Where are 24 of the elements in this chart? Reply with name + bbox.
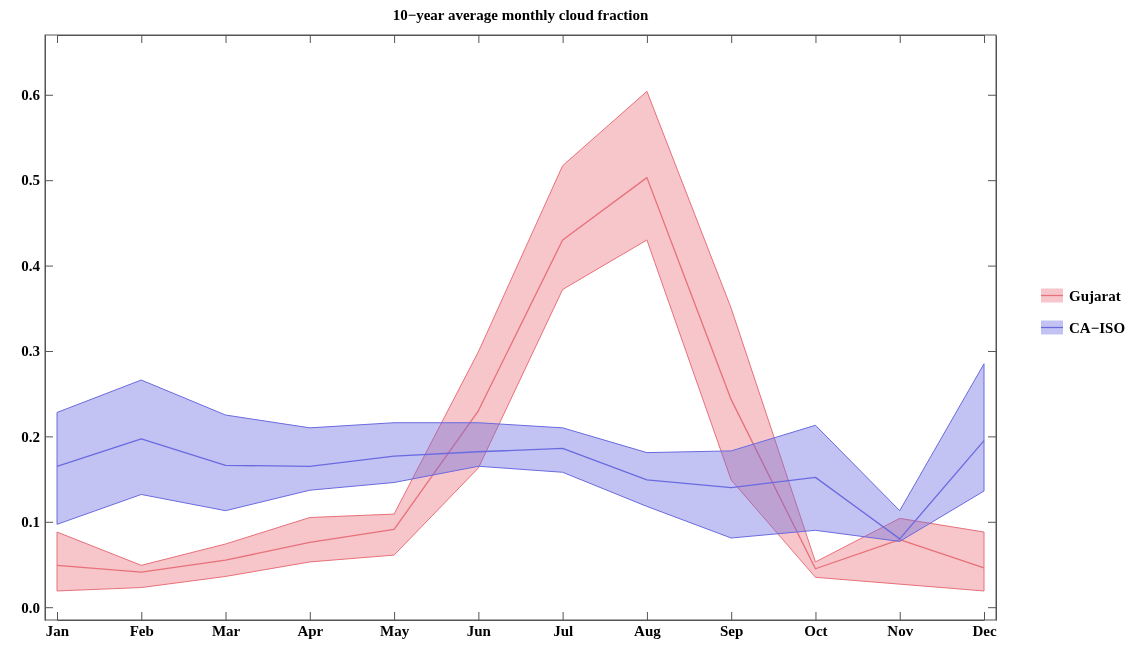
y-tick-label: 0.1 xyxy=(21,514,40,531)
x-tick-label: Oct xyxy=(804,622,828,639)
legend-label: CA−ISO xyxy=(1069,319,1126,336)
y-tick-label: 0.4 xyxy=(21,257,41,274)
x-tick-label: Feb xyxy=(129,622,154,639)
x-tick-label: Jul xyxy=(553,622,574,639)
x-tick-label: Mar xyxy=(211,622,241,639)
x-tick-label: Nov xyxy=(887,622,914,639)
x-tick-label: Aug xyxy=(634,622,662,639)
chart-title: 10−year average monthly cloud fraction xyxy=(392,7,650,23)
y-tick-label: 0.0 xyxy=(21,599,40,616)
x-tick-label: Sep xyxy=(720,622,744,639)
y-tick-label: 0.3 xyxy=(21,343,40,360)
y-tick-label: 0.5 xyxy=(21,172,40,189)
y-tick-label: 0.6 xyxy=(21,87,41,104)
x-tick-label: Jan xyxy=(45,622,70,639)
legend-label: Gujarat xyxy=(1069,287,1121,304)
line-series xyxy=(56,438,985,540)
y-tick-label: 0.2 xyxy=(21,428,40,445)
x-tick-label: Dec xyxy=(972,622,997,639)
x-tick-label: Apr xyxy=(297,622,324,639)
x-tick-label: Jun xyxy=(466,622,492,639)
x-tick-label: May xyxy=(380,622,410,639)
line-series xyxy=(56,176,985,573)
